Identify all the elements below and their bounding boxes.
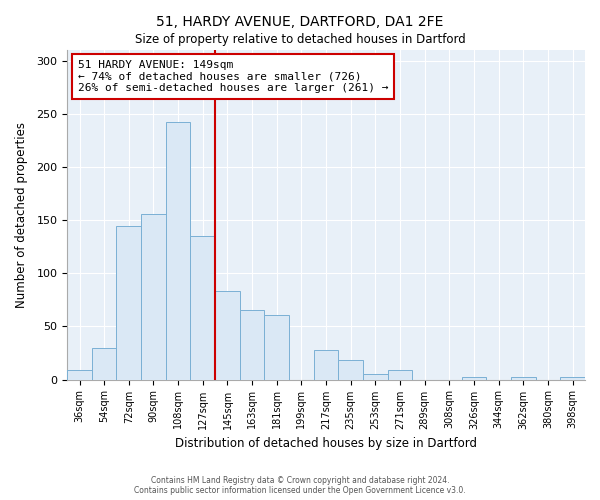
Text: 51 HARDY AVENUE: 149sqm
← 74% of detached houses are smaller (726)
26% of semi-d: 51 HARDY AVENUE: 149sqm ← 74% of detache… [77, 60, 388, 93]
Bar [240, 310, 265, 380]
Bar [215, 292, 240, 380]
Bar [388, 370, 412, 380]
Bar [190, 236, 215, 380]
X-axis label: Distribution of detached houses by size in Dartford: Distribution of detached houses by size … [175, 437, 477, 450]
Text: Contains HM Land Registry data © Crown copyright and database right 2024.
Contai: Contains HM Land Registry data © Crown c… [134, 476, 466, 495]
Bar [511, 378, 536, 380]
Bar [166, 122, 190, 380]
Text: Size of property relative to detached houses in Dartford: Size of property relative to detached ho… [134, 32, 466, 46]
Bar [141, 214, 166, 380]
Bar [462, 378, 487, 380]
Bar [265, 314, 289, 380]
Text: 51, HARDY AVENUE, DARTFORD, DA1 2FE: 51, HARDY AVENUE, DARTFORD, DA1 2FE [157, 15, 443, 29]
Y-axis label: Number of detached properties: Number of detached properties [15, 122, 28, 308]
Bar [560, 378, 585, 380]
Bar [116, 226, 141, 380]
Bar [314, 350, 338, 380]
Bar [363, 374, 388, 380]
Bar [92, 348, 116, 380]
Bar [67, 370, 92, 380]
Bar [338, 360, 363, 380]
